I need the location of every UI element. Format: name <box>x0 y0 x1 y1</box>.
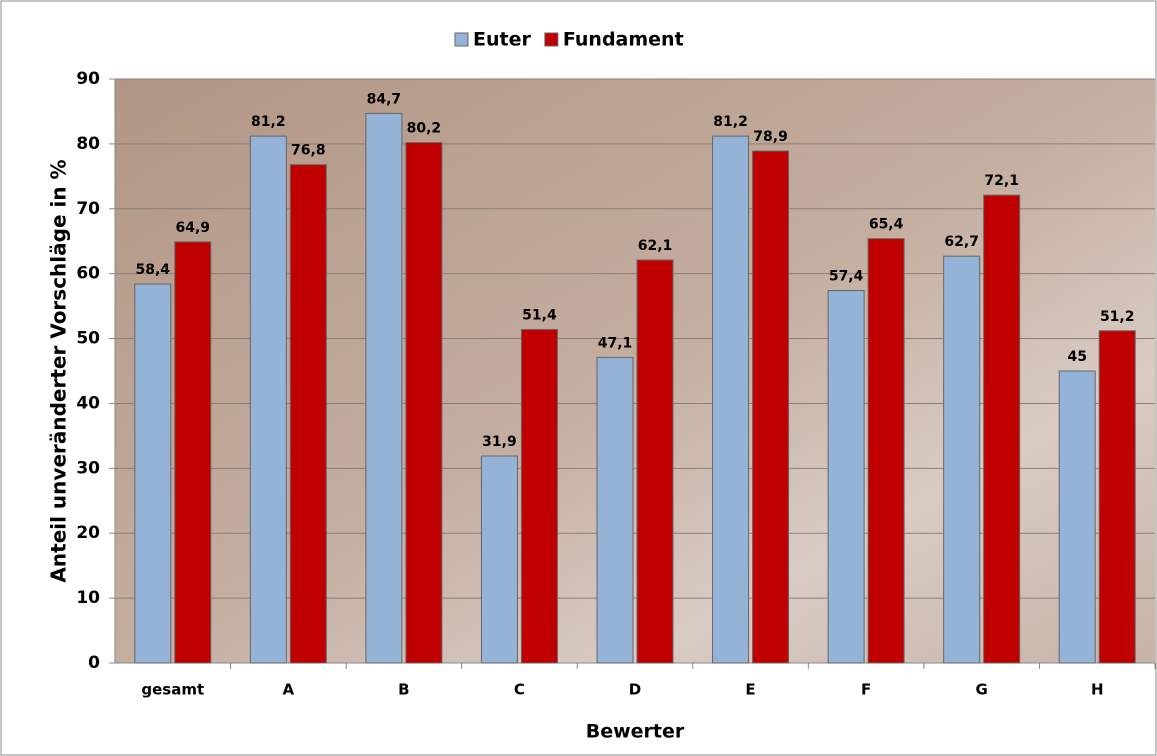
y-tick-label: 60 <box>76 264 100 284</box>
value-label: 65,4 <box>869 217 904 233</box>
legend-swatch <box>454 32 469 47</box>
bar <box>249 135 287 664</box>
bar <box>365 112 403 664</box>
value-label: 31,9 <box>482 434 517 450</box>
legend-label: Fundament <box>563 29 684 51</box>
x-tick-label: H <box>1091 681 1104 699</box>
y-tick-label: 10 <box>76 588 100 608</box>
bar <box>752 150 790 664</box>
bar <box>174 241 212 664</box>
bar <box>1058 370 1096 664</box>
value-label: 51,4 <box>522 307 557 323</box>
y-tick-label: 40 <box>76 393 100 413</box>
bar <box>1098 330 1136 664</box>
value-label: 45 <box>1067 349 1086 365</box>
x-tick-label: F <box>861 681 871 699</box>
bar <box>827 290 865 664</box>
x-axis-title: Bewerter <box>586 721 685 743</box>
value-label: 51,2 <box>1100 309 1135 325</box>
legend-swatch <box>544 32 559 47</box>
bar <box>712 135 750 664</box>
bar <box>289 164 327 664</box>
bar <box>867 238 905 664</box>
bar <box>134 283 172 664</box>
value-label: 81,2 <box>251 114 286 130</box>
value-label: 72,1 <box>984 173 1019 189</box>
x-tick-label: gesamt <box>141 681 204 699</box>
value-label: 47,1 <box>598 335 633 351</box>
value-label: 78,9 <box>753 129 788 145</box>
bar <box>983 194 1021 664</box>
y-tick-label: 70 <box>76 199 100 219</box>
y-tick-label: 0 <box>88 653 100 673</box>
bar <box>943 255 981 664</box>
value-label: 57,4 <box>829 269 864 285</box>
x-tick-label: B <box>398 681 409 699</box>
value-label: 64,9 <box>176 220 211 236</box>
bar <box>636 259 674 664</box>
y-tick-label: 90 <box>76 69 100 89</box>
value-label: 58,4 <box>136 262 171 278</box>
bar <box>405 142 443 664</box>
value-label: 76,8 <box>291 143 326 159</box>
y-tick-label: 50 <box>76 329 100 349</box>
bar <box>480 455 518 664</box>
y-tick-label: 80 <box>76 134 100 154</box>
y-tick-label: 20 <box>76 523 100 543</box>
x-tick-label: E <box>745 681 755 699</box>
x-tick-label: C <box>514 681 525 699</box>
x-tick-label: D <box>629 681 641 699</box>
bar <box>520 328 558 664</box>
value-label: 80,2 <box>407 121 442 137</box>
plot-background <box>115 79 1155 663</box>
y-tick-label: 30 <box>76 458 100 478</box>
value-label: 84,7 <box>367 91 402 107</box>
value-label: 62,7 <box>944 234 979 250</box>
value-label: 62,1 <box>638 238 673 254</box>
value-label: 81,2 <box>713 114 748 130</box>
legend-label: Euter <box>473 29 531 51</box>
x-tick-label: G <box>976 681 988 699</box>
bar <box>596 356 634 664</box>
y-axis-title: Anteil unveränderter Vorschläge in % <box>47 159 71 582</box>
legend: Euter Fundament <box>454 29 684 51</box>
x-tick-label: A <box>283 681 295 699</box>
